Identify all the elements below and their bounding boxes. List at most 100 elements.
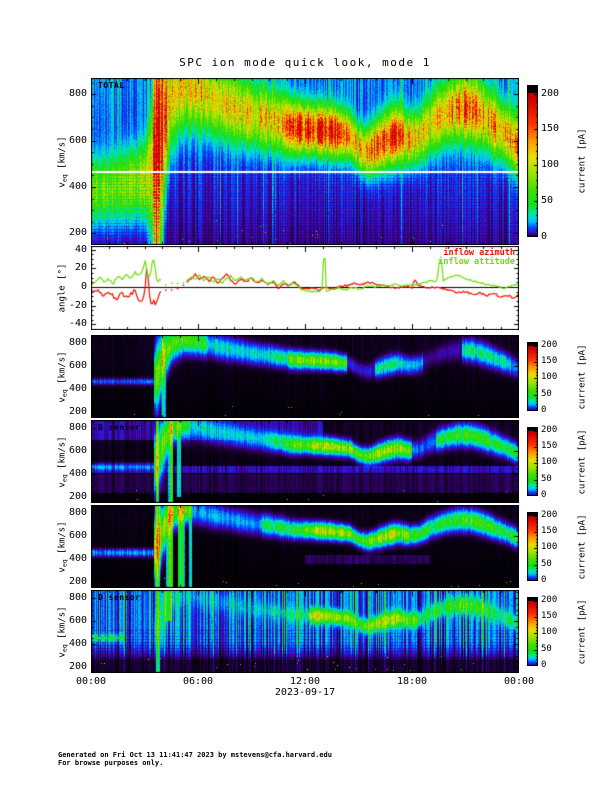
y-axis-label-post: [km/s] [57,605,68,644]
y-axis-label-sub: eq [60,173,69,182]
legend-item-azimuth: inflow azimuth [443,248,515,258]
colorbar-tick-label: 150 [541,356,558,367]
colorbar-tick-label: 50 [541,558,552,569]
b-spectrogram-canvas [91,420,519,503]
colorbar-tick-label: 150 [541,526,558,537]
colorbar-tick-label: 50 [541,388,552,399]
colorbar-tick-label: 200 [541,594,558,605]
colorbar-tick-label: 50 [541,643,552,654]
d-panel-label: D sensor [98,593,141,602]
colorbar-tick-label: 150 [541,441,558,452]
y-tick-label: 200 [68,576,87,588]
c-colorbar [527,512,538,581]
y-axis-label-post: [km/s] [57,520,68,559]
b-panel-label: B sensor [98,423,141,432]
y-axis-label-post: [km/s] [57,135,68,174]
y-axis-label: angle [°] [57,263,70,313]
x-axis-date: 2023-09-17 [274,687,336,698]
y-tick-label: 600 [68,530,87,542]
colorbar-tick-label: 200 [541,87,560,99]
footer-browse-line: For browse purposes only. [58,759,164,767]
y-tick-label: 800 [68,337,87,349]
y-axis-label-pre: angle [°] [57,263,68,313]
y-tick-label: -40 [68,318,87,330]
y-axis-label-sub: eq [60,558,69,567]
colorbar-tick-label: 200 [541,424,558,435]
colorbar-axis-label: current [pA] [577,128,588,194]
x-tick-label: 12:00 [289,676,321,687]
x-tick-label: 00:00 [503,676,535,687]
y-tick-label: 400 [68,383,87,395]
y-tick-label: 800 [68,592,87,604]
a-panel-label: A sensor [98,338,141,347]
y-tick-label: 600 [68,134,87,146]
colorbar-tick-label: 150 [541,611,558,622]
y-tick-label: 600 [68,615,87,627]
legend-item-attitude: inflow attitude [438,257,515,267]
colorbar-tick-label: 0 [541,490,547,500]
colorbar-tick-label: 0 [541,660,547,670]
y-axis-label-sub: eq [60,388,69,397]
colorbar-axis-label: current [pA] [577,343,588,410]
y-tick-label: 400 [68,638,87,650]
colorbar-tick-label: 50 [541,195,554,207]
colorbar-axis-label: current [pA] [577,513,588,580]
y-axis-label: veq [km/s] [57,350,70,402]
y-tick-label: 600 [68,360,87,372]
a-colorbar [527,342,538,411]
y-tick-label: 800 [68,507,87,519]
y-tick-label: 20 [74,262,87,274]
colorbar-tick-label: 150 [541,123,560,135]
d-colorbar [527,597,538,666]
y-axis-label-sub: eq [60,643,69,652]
y-tick-label: 400 [68,181,87,192]
colorbar-tick-label: 200 [541,339,558,350]
colorbar-tick-label: 50 [541,473,552,484]
y-tick-label: 400 [68,468,87,480]
y-axis-label-post: [km/s] [57,350,68,389]
page-title: SPC ion mode quick look, mode 1 [179,56,431,69]
colorbar-tick-label: 0 [541,405,547,415]
y-tick-label: 40 [74,243,87,255]
a-spectrogram-canvas [91,335,519,418]
colorbar-tick-label: 100 [541,627,558,638]
y-tick-label: 200 [68,661,87,673]
colorbar-tick-label: 100 [541,457,558,468]
y-axis-label: veq [km/s] [57,605,70,657]
total-panel-label: TOTAL [98,81,125,90]
y-axis-label: veq [km/s] [57,520,70,572]
footer-generated-line: Generated on Fri Oct 13 11:41:47 2023 by… [58,751,332,759]
c-panel-label: C sensor [98,508,141,517]
y-tick-label: -20 [68,299,87,311]
colorbar-tick-label: 200 [541,509,558,520]
y-tick-label: 800 [68,422,87,434]
x-tick-label: 00:00 [75,676,107,687]
colorbar-tick-label: 0 [541,575,547,585]
y-tick-label: 200 [68,491,87,503]
y-axis-label-post: [km/s] [57,435,68,474]
y-axis-label: veq [km/s] [57,435,70,487]
y-tick-label: 0 [80,281,87,293]
colorbar-axis-label: current [pA] [577,598,588,665]
c-spectrogram-canvas [91,505,519,588]
y-axis-label: veq [km/s] [57,135,70,187]
colorbar-axis-label: current [pA] [577,428,588,495]
total-colorbar [527,85,538,237]
angles-line-canvas [91,246,519,330]
y-axis-label-sub: eq [60,473,69,482]
colorbar-tick-label: 0 [541,231,548,242]
d-spectrogram-canvas [91,590,519,673]
y-tick-label: 200 [68,406,87,418]
colorbar-tick-label: 100 [541,542,558,553]
y-tick-label: 800 [68,88,87,100]
x-tick-label: 06:00 [182,676,214,687]
y-tick-label: 400 [68,553,87,565]
colorbar-tick-label: 100 [541,372,558,383]
y-tick-label: 200 [68,227,87,239]
total-spectrogram-canvas [91,78,519,245]
y-tick-label: 600 [68,445,87,457]
x-tick-label: 18:00 [396,676,428,687]
b-colorbar [527,427,538,496]
colorbar-tick-label: 100 [541,159,560,171]
